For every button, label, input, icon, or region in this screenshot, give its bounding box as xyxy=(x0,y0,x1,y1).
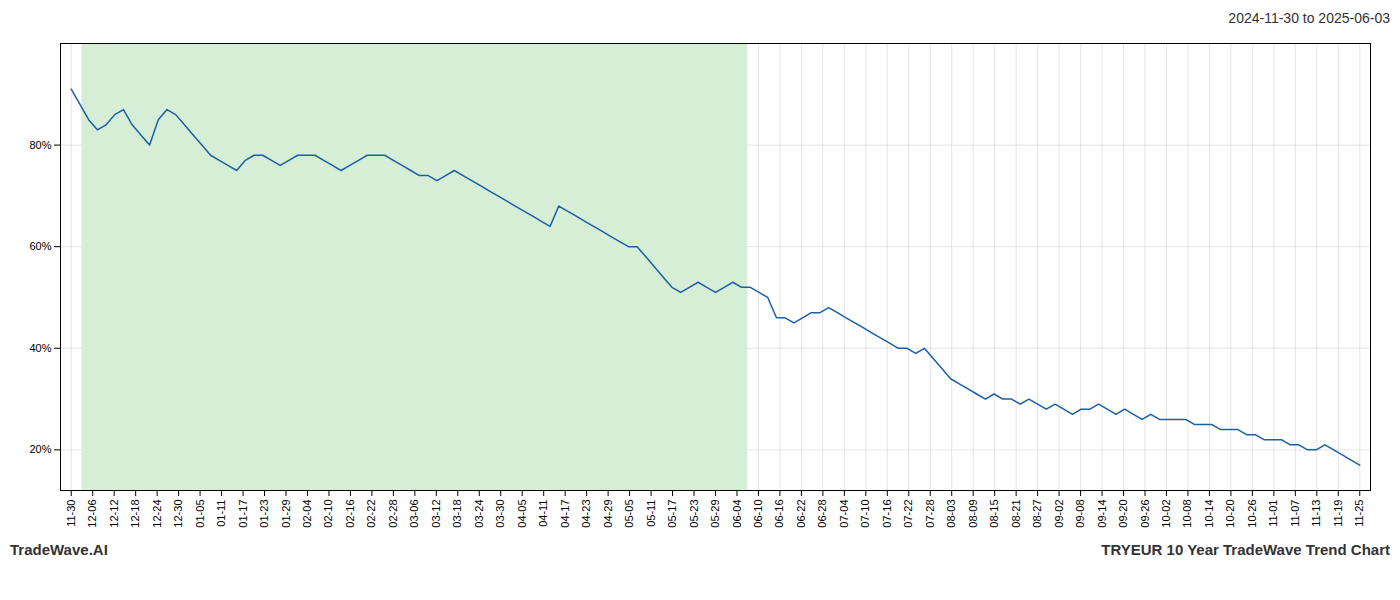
svg-text:01-11: 01-11 xyxy=(215,500,227,527)
svg-text:11-07: 11-07 xyxy=(1289,500,1301,527)
svg-text:02-04: 02-04 xyxy=(301,500,313,528)
svg-text:03-18: 03-18 xyxy=(451,500,463,528)
html-text:TradeWave.AI: TradeWave.AI xyxy=(10,541,108,558)
svg-text:04-17: 04-17 xyxy=(559,500,571,528)
svg-text:07-04: 07-04 xyxy=(838,500,850,528)
svg-text:11-01: 11-01 xyxy=(1267,500,1279,527)
svg-text:07-10: 07-10 xyxy=(859,500,871,528)
svg-text:12-12: 12-12 xyxy=(108,500,120,528)
svg-text:12-30: 12-30 xyxy=(172,500,184,528)
svg-text:04-05: 04-05 xyxy=(516,500,528,528)
svg-text:10-20: 10-20 xyxy=(1224,500,1236,528)
svg-text:01-05: 01-05 xyxy=(194,500,206,528)
svg-text:10-08: 10-08 xyxy=(1181,500,1193,528)
svg-text:01-29: 01-29 xyxy=(280,500,292,528)
svg-text:03-06: 03-06 xyxy=(408,500,420,528)
svg-text:02-16: 02-16 xyxy=(344,500,356,528)
svg-text:08-15: 08-15 xyxy=(988,500,1000,528)
svg-text:08-21: 08-21 xyxy=(1010,500,1022,528)
svg-text:08-09: 08-09 xyxy=(967,500,979,528)
svg-text:04-11: 04-11 xyxy=(537,500,549,527)
html-text:2024-11-30 to 2025-06-03: 2024-11-30 to 2025-06-03 xyxy=(1228,10,1390,26)
svg-text:11-25: 11-25 xyxy=(1353,500,1365,527)
svg-text:02-28: 02-28 xyxy=(387,500,399,528)
svg-text:07-28: 07-28 xyxy=(924,500,936,528)
svg-text:05-23: 05-23 xyxy=(688,500,700,528)
svg-text:09-08: 09-08 xyxy=(1074,500,1086,528)
svg-text:10-02: 10-02 xyxy=(1160,500,1172,528)
svg-text:05-29: 05-29 xyxy=(709,500,721,528)
svg-text:01-17: 01-17 xyxy=(237,500,249,528)
svg-text:11-13: 11-13 xyxy=(1310,500,1322,527)
svg-text:10-14: 10-14 xyxy=(1203,500,1215,528)
svg-text:02-22: 02-22 xyxy=(365,500,377,528)
svg-text:07-22: 07-22 xyxy=(902,500,914,528)
svg-text:12-18: 12-18 xyxy=(129,500,141,528)
svg-text:06-28: 06-28 xyxy=(816,500,828,528)
svg-text:80%: 80% xyxy=(29,139,51,151)
svg-text:20%: 20% xyxy=(29,443,51,455)
html-text:TRYEUR 10 Year TradeWave Trend: TRYEUR 10 Year TradeWave Trend Chart xyxy=(1101,541,1390,558)
svg-text:09-02: 09-02 xyxy=(1053,500,1065,528)
svg-text:12-06: 12-06 xyxy=(86,500,98,528)
svg-text:01-23: 01-23 xyxy=(258,500,270,528)
svg-text:11-30: 11-30 xyxy=(65,500,77,527)
svg-text:05-05: 05-05 xyxy=(623,500,635,528)
svg-text:06-04: 06-04 xyxy=(730,500,742,528)
svg-text:60%: 60% xyxy=(29,240,51,252)
svg-text:07-16: 07-16 xyxy=(881,500,893,528)
svg-text:08-03: 08-03 xyxy=(945,500,957,528)
svg-text:06-22: 06-22 xyxy=(795,500,807,528)
svg-text:04-23: 04-23 xyxy=(580,500,592,528)
svg-text:05-11: 05-11 xyxy=(645,500,657,527)
svg-text:09-14: 09-14 xyxy=(1096,500,1108,528)
svg-text:08-27: 08-27 xyxy=(1031,500,1043,528)
svg-text:06-10: 06-10 xyxy=(752,500,764,528)
svg-text:09-26: 09-26 xyxy=(1139,500,1151,528)
svg-text:03-24: 03-24 xyxy=(473,500,485,528)
svg-text:10-26: 10-26 xyxy=(1246,500,1258,528)
svg-text:05-17: 05-17 xyxy=(666,500,678,528)
svg-text:12-24: 12-24 xyxy=(151,500,163,528)
svg-text:02-10: 02-10 xyxy=(322,500,334,528)
svg-text:06-16: 06-16 xyxy=(773,500,785,528)
svg-text:11-19: 11-19 xyxy=(1332,500,1344,527)
svg-text:04-29: 04-29 xyxy=(602,500,614,528)
svg-text:03-12: 03-12 xyxy=(430,500,442,528)
svg-text:09-20: 09-20 xyxy=(1117,500,1129,528)
svg-text:03-30: 03-30 xyxy=(494,500,506,528)
svg-text:40%: 40% xyxy=(29,342,51,354)
